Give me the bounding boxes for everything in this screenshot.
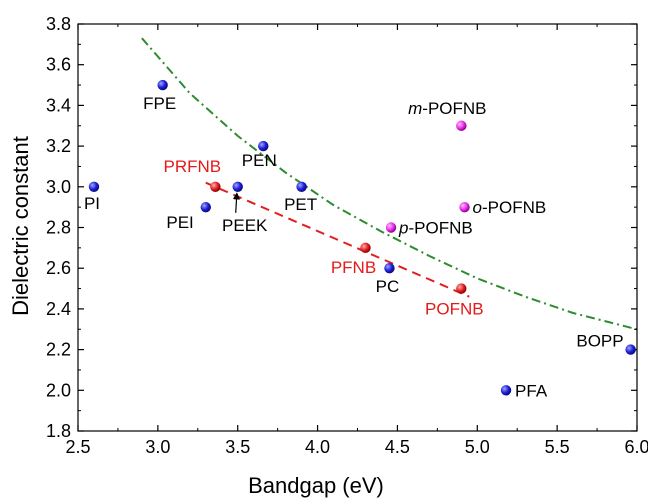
x-tick-label: 4.5 [385,437,410,457]
point-label: PFA [515,381,548,400]
point-label: PEI [166,213,193,232]
point-label: o-POFNB [473,198,547,217]
x-tick-label: 2.5 [65,437,90,457]
point-label: POFNB [425,300,484,319]
x-tick-label: 5.5 [545,437,570,457]
data-point-bopp [625,344,636,355]
y-tick-label: 3.6 [46,55,71,75]
y-tick-label: 3.8 [46,14,71,34]
data-point-opofnb [459,201,470,213]
data-point-fpe [157,79,168,91]
point-label: m-POFNB [408,99,486,118]
y-tick-label: 2.2 [46,340,71,360]
x-tick-label: 5.0 [465,437,490,457]
y-tick-label: 2.0 [46,380,71,400]
data-point-pc [384,263,395,274]
point-label: PI [84,194,100,213]
peek-pointer-arrow [232,192,241,213]
point-label: FPE [143,94,176,113]
x-tick-label: 4.0 [305,437,330,457]
data-point-pi [88,181,100,192]
y-tick-label: 2.6 [46,258,71,278]
data-point-peek [232,181,243,192]
y-axis-title: Dielectric constant [8,136,33,316]
data-point-ppofnb [385,222,397,233]
point-label: p-POFNB [398,219,473,238]
point-label: BOPP [576,332,623,351]
y-tick-label: 1.8 [46,421,71,441]
y-tick-label: 3.0 [46,177,71,197]
red-trend-line [205,181,470,298]
data-point-pofnb [456,283,467,294]
y-tick-label: 2.4 [46,299,71,319]
point-label: PC [376,277,400,296]
point-label: PRFNB [164,157,222,176]
green-trend-curve [141,37,638,331]
point-label: PEEK [222,216,268,235]
point-label: PEN [242,151,277,170]
data-point-pfnb [360,242,371,254]
data-point-prfnb [210,181,221,192]
point-label: PFNB [331,258,376,277]
data-point-mpofnb [456,120,467,131]
data-point-pfa [500,385,512,396]
point-label: PET [284,195,317,214]
y-tick-label: 3.2 [46,136,71,156]
x-axis-title: Bandgap (eV) [248,473,384,498]
y-tick-label: 3.4 [46,95,71,115]
data-point-pei [200,201,211,213]
y-tick-label: 2.8 [46,218,71,238]
data-point-pen [258,140,269,152]
x-tick-label: 6.0 [624,437,648,457]
data-point-pet [296,181,307,192]
x-tick-label: 3.0 [145,437,170,457]
x-tick-label: 3.5 [225,437,250,457]
